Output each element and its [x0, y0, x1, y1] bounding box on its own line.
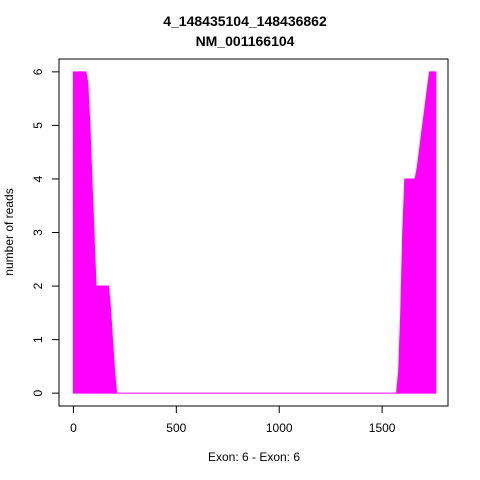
chart-title-line2: NM_001166104 — [196, 33, 295, 49]
area-series — [72, 71, 437, 394]
y-tick-label: 6 — [31, 68, 45, 75]
chart-title-line1: 4_148435104_148436862 — [163, 13, 327, 29]
y-tick-label: 0 — [31, 389, 45, 396]
x-tick-label: 500 — [166, 421, 186, 435]
x-tick-label: 1500 — [369, 421, 396, 435]
x-axis-label: Exon: 6 - Exon: 6 — [208, 450, 300, 464]
y-tick-label: 5 — [31, 122, 45, 129]
y-tick-label: 2 — [31, 282, 45, 289]
x-axis: 0 500 1000 1500 — [70, 405, 396, 435]
x-tick-label: 1000 — [266, 421, 293, 435]
y-tick-label: 1 — [31, 336, 45, 343]
y-axis-label: number of reads — [2, 188, 16, 275]
y-tick-label: 4 — [31, 175, 45, 182]
plot-frame — [58, 58, 449, 407]
x-tick-label: 0 — [70, 421, 77, 435]
y-tick-label: 3 — [31, 229, 45, 236]
y-axis: 0 1 2 3 4 5 6 — [31, 68, 60, 396]
